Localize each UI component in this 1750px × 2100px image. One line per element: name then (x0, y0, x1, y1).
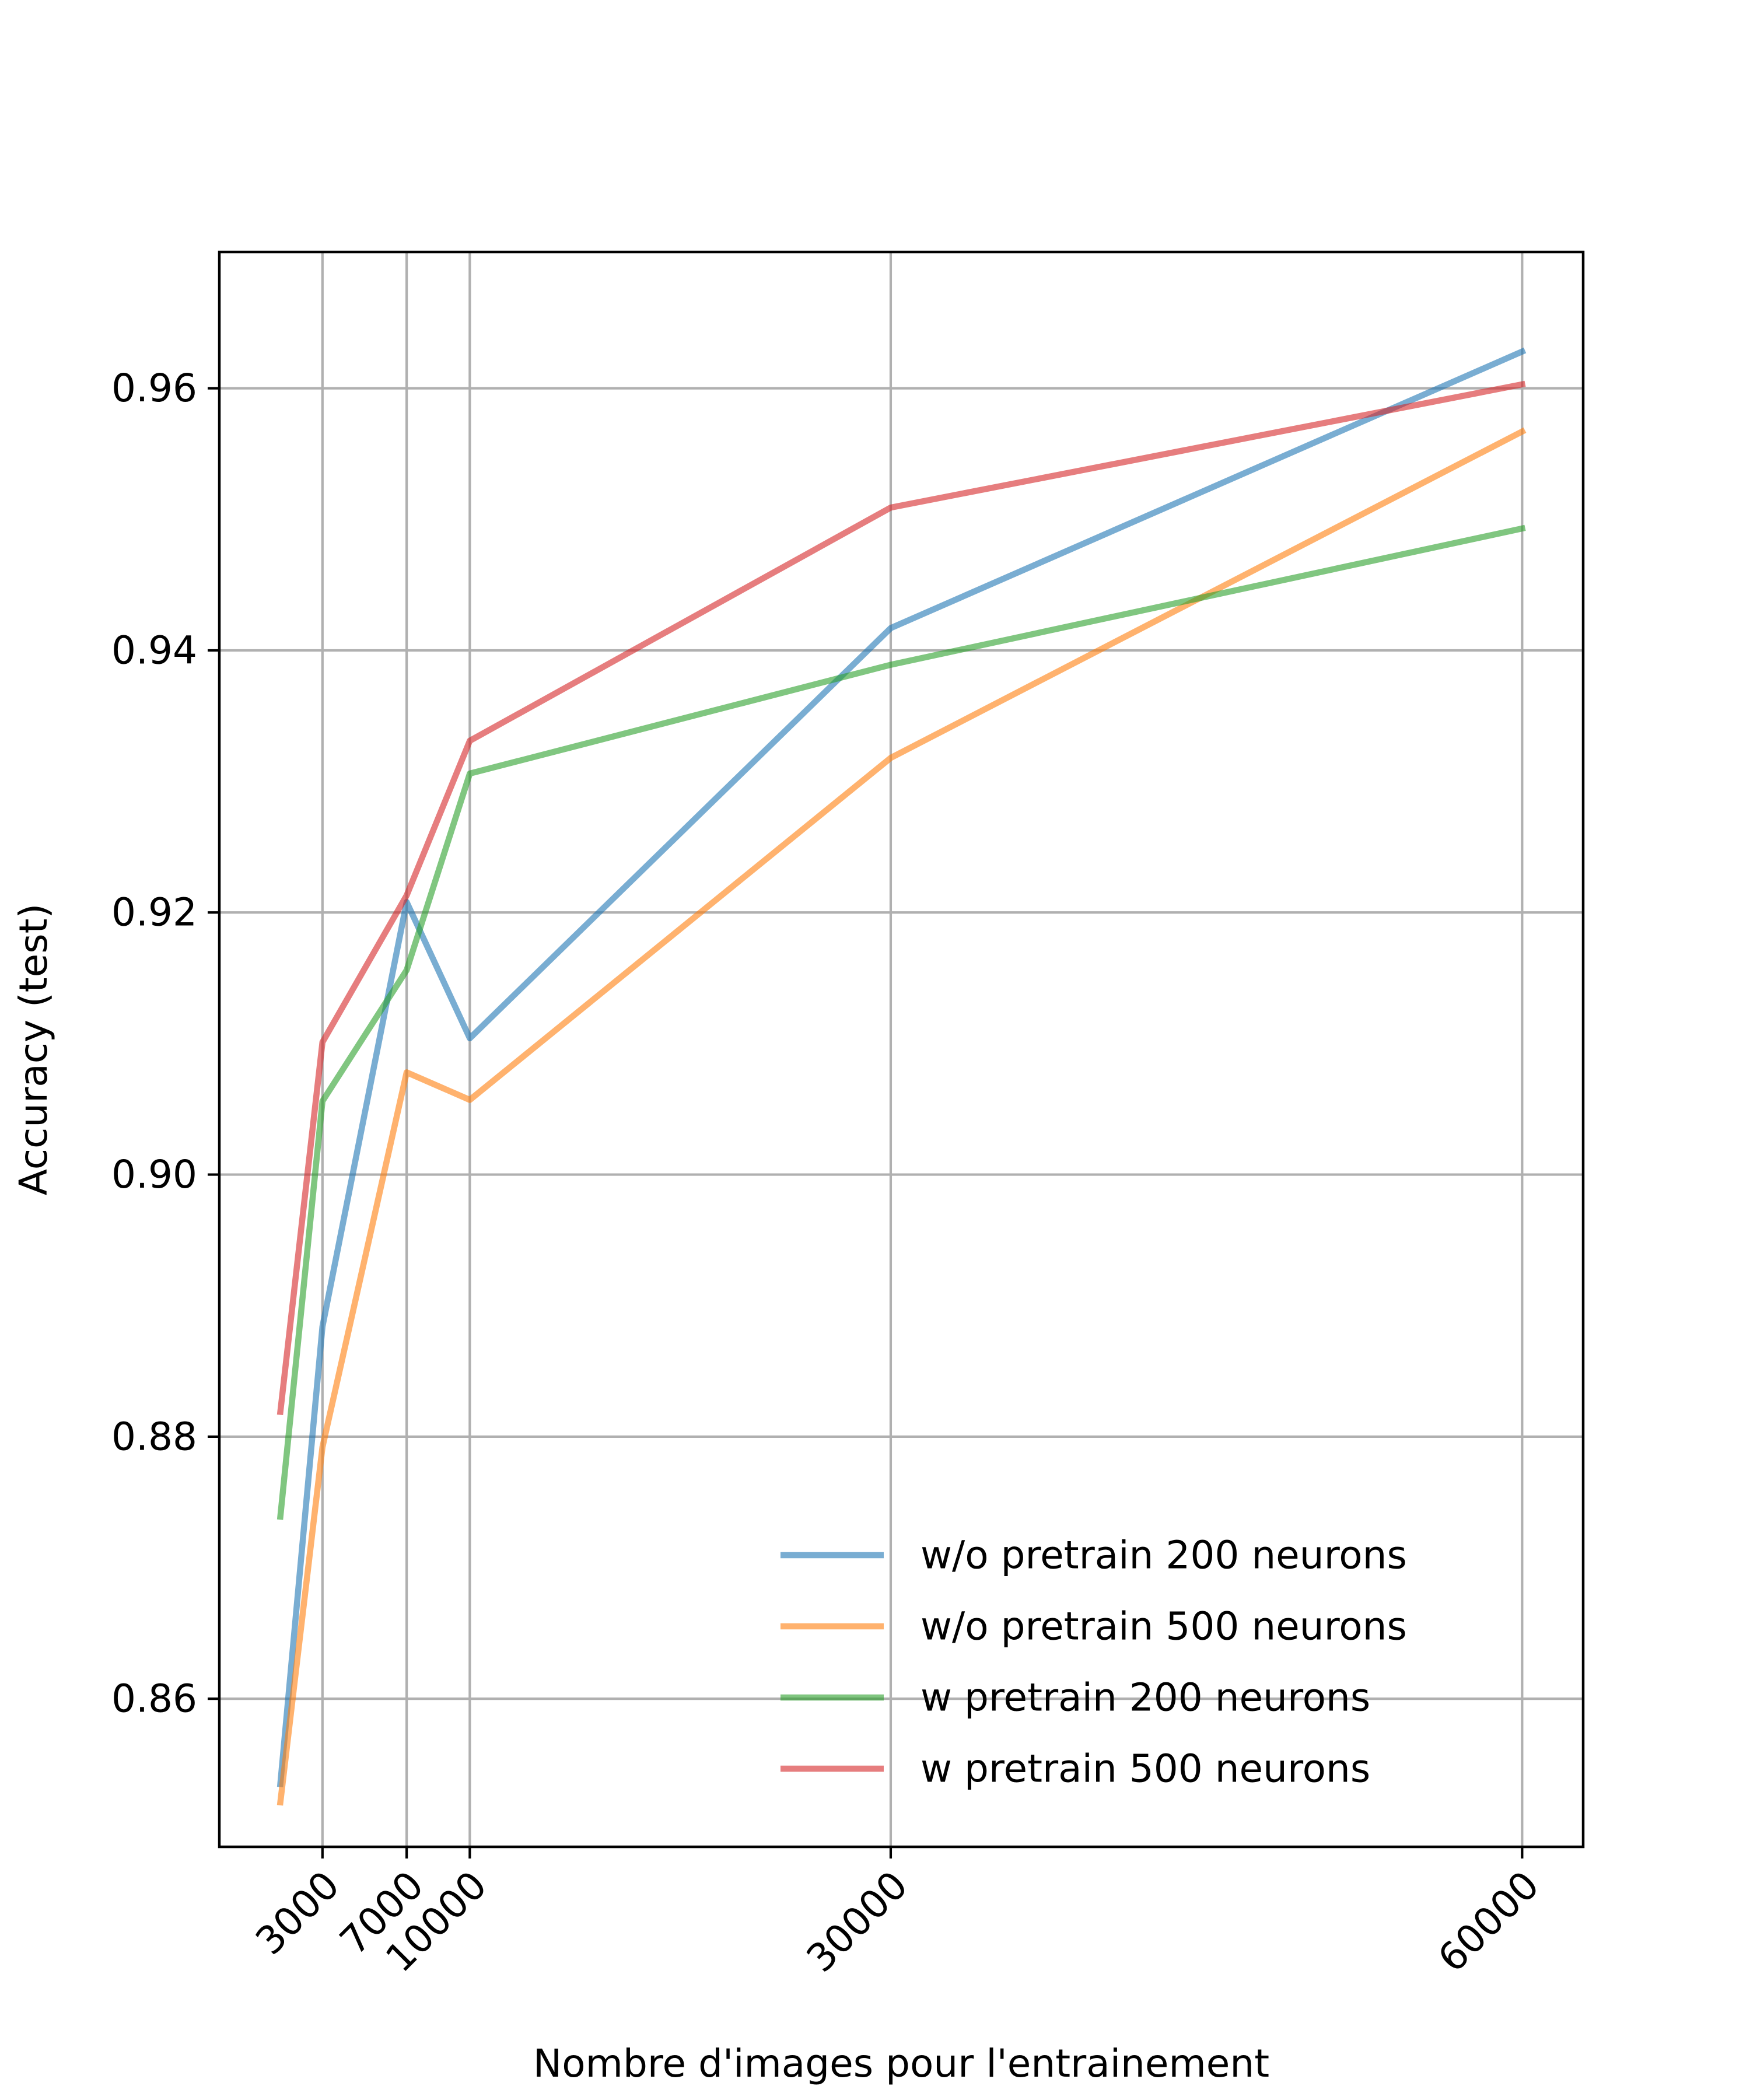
x-tick-label: 60000 (1429, 1863, 1548, 1981)
x-tick-label: 30000 (798, 1863, 916, 1981)
series-line-1 (276, 347, 1527, 1787)
legend: w/o pretrain 200 neurons w/o pretrain 500… (780, 1533, 1407, 1791)
plot-area-frame (218, 250, 1585, 1849)
series-line-2 (276, 427, 1527, 1806)
series-line-4 (276, 380, 1526, 1416)
grid (219, 252, 1583, 1847)
legend-label-4: w pretrain 500 neurons (921, 1746, 1370, 1791)
legend-label-2: w/o pretrain 500 neurons (921, 1604, 1407, 1649)
y-tick-label: 0.94 (111, 628, 197, 673)
y-tick-label: 0.96 (111, 366, 197, 411)
x-axis-label: Nombre d'images pour l'entrainement (533, 2041, 1269, 2086)
y-tick-label: 0.88 (111, 1414, 197, 1459)
y-axis-label: Accuracy (test) (11, 904, 56, 1196)
x-tick-label: 3000 (247, 1863, 348, 1964)
series-line-3 (276, 524, 1526, 1520)
y-tick-label: 0.86 (111, 1676, 197, 1721)
y-tick-label: 0.92 (111, 890, 197, 935)
series-lines (276, 347, 1527, 1806)
legend-label-3: w pretrain 200 neurons (921, 1675, 1370, 1720)
y-tick-label: 0.90 (111, 1152, 197, 1197)
legend-label-1: w/o pretrain 200 neurons (921, 1533, 1407, 1578)
